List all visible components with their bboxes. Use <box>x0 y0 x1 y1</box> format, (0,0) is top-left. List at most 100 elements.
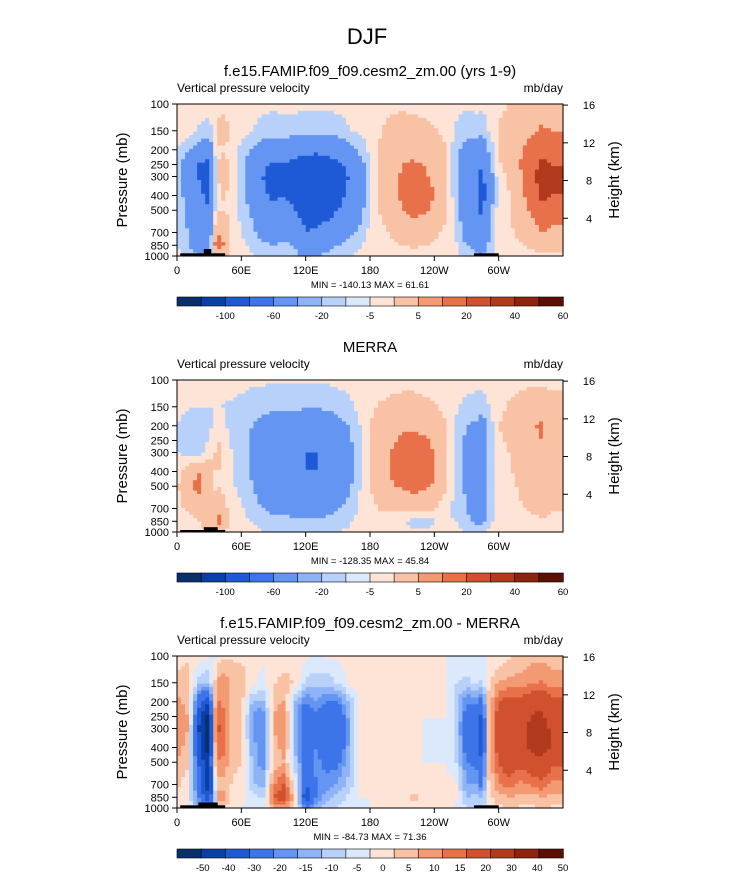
field-cell <box>534 186 540 191</box>
field-cell <box>402 159 407 164</box>
field-cell <box>494 242 500 247</box>
field-cell <box>289 138 295 143</box>
field-cell <box>490 204 496 209</box>
field-cell <box>205 218 210 223</box>
field-cell <box>550 235 556 240</box>
field-cell <box>345 142 351 147</box>
field-cell <box>329 231 335 236</box>
field-cell <box>434 142 439 147</box>
field-cell <box>345 138 351 143</box>
field-cell <box>357 155 363 160</box>
field-cell <box>365 193 371 198</box>
field-cell <box>301 221 307 226</box>
field-cell <box>534 155 540 160</box>
field-cell <box>309 214 315 219</box>
field-cell <box>502 204 508 209</box>
field-cell <box>390 245 395 250</box>
field-cell <box>438 249 443 254</box>
field-cell <box>386 214 391 219</box>
field-cell <box>494 204 500 209</box>
field-cell <box>281 207 287 212</box>
field-cell <box>498 224 504 229</box>
field-cell <box>257 238 263 243</box>
field-cell <box>394 380 399 385</box>
field-cell <box>550 228 556 233</box>
field-cell <box>273 180 279 185</box>
field-cell <box>422 128 427 133</box>
field-cell <box>217 135 222 140</box>
field-cell <box>458 110 464 115</box>
field-cell <box>542 110 548 115</box>
field-cell <box>530 135 536 140</box>
field-cell <box>370 197 375 202</box>
field-cell <box>474 180 480 185</box>
field-cell <box>357 386 363 391</box>
field-cell <box>349 390 355 395</box>
field-cell <box>414 238 419 243</box>
field-cell <box>253 173 259 178</box>
field-cell <box>434 193 439 198</box>
field-cell <box>422 204 427 209</box>
field-cell <box>542 211 548 216</box>
field-cell <box>390 128 395 133</box>
field-cell <box>446 383 452 388</box>
field-cell <box>225 214 230 219</box>
field-cell <box>554 380 560 385</box>
field-cell <box>390 386 395 391</box>
field-cell <box>177 176 182 181</box>
field-cell <box>510 235 516 240</box>
field-cell <box>378 190 383 195</box>
field-cell <box>378 155 383 160</box>
field-cell <box>357 121 363 126</box>
field-cell <box>546 148 552 153</box>
field-cell <box>333 145 339 150</box>
field-cell <box>454 169 460 174</box>
field-cell <box>438 180 443 185</box>
field-cell <box>550 200 556 205</box>
field-cell <box>321 183 327 188</box>
field-cell <box>534 128 540 133</box>
field-cell <box>542 142 548 147</box>
field-cell <box>221 159 226 164</box>
field-cell <box>237 211 242 216</box>
field-cell <box>325 162 331 167</box>
field-cell <box>177 124 182 129</box>
field-cell <box>410 221 415 226</box>
field-cell <box>502 228 508 233</box>
field-cell <box>546 235 552 240</box>
field-cell <box>486 224 492 229</box>
field-cell <box>249 390 254 395</box>
field-cell <box>370 183 375 188</box>
field-cell <box>438 242 443 247</box>
field-cell <box>486 128 492 133</box>
field-cell <box>349 159 355 164</box>
field-cell <box>305 197 311 202</box>
field-cell <box>193 235 198 240</box>
field-cell <box>474 135 480 140</box>
field-cell <box>390 173 395 178</box>
field-cell <box>209 214 214 219</box>
field-cell <box>297 214 303 219</box>
field-cell <box>550 128 556 133</box>
field-cell <box>390 166 395 171</box>
field-cell <box>305 386 311 391</box>
field-cell <box>374 193 379 198</box>
field-cell <box>269 218 275 223</box>
field-cell <box>538 207 544 212</box>
field-cell <box>329 145 335 150</box>
field-cell <box>329 190 335 195</box>
field-cell <box>229 104 234 109</box>
field-cell <box>245 245 250 250</box>
field-cell <box>349 148 355 153</box>
field-cell <box>233 249 238 254</box>
field-cell <box>277 124 283 129</box>
field-cell <box>205 404 210 409</box>
field-cell <box>365 393 371 398</box>
field-cell <box>229 397 234 402</box>
field-cell <box>506 155 512 160</box>
field-cell <box>201 400 206 405</box>
field-cell <box>281 145 287 150</box>
field-cell <box>177 249 182 254</box>
field-cell <box>426 204 431 209</box>
field-cell <box>386 249 391 254</box>
